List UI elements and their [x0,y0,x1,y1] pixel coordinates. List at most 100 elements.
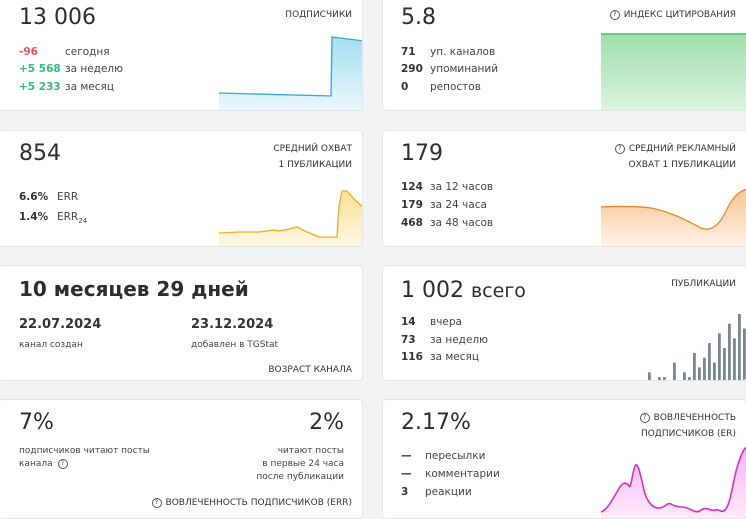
row-label: за неделю [430,334,488,346]
publication-bar [743,329,746,381]
reach-value: 854 [19,141,61,166]
publication-bar [738,314,741,381]
publication-bar [728,324,731,381]
subscribers-caption: ПОДПИСЧИКИ [285,7,352,23]
row-value: 1.4% [19,209,57,227]
publication-bar [673,363,676,381]
err-right-value: 2% [309,410,344,435]
er-row: —пересылки [401,448,485,466]
reach-caption-line: 1 ПУБЛИКАЦИИ [278,160,352,170]
row-label: за 24 часа [430,199,487,211]
ad-reach-sparkline [601,186,746,247]
info-icon[interactable]: ? [58,459,68,469]
publications-bar-chart [608,310,746,381]
reach-sparkline [219,181,363,247]
publication-bar [713,363,716,381]
age-value: 10 месяцев 29 дней [19,277,249,301]
reach-caption-line: СРЕДНИЙ ОХВАТ [273,144,352,154]
row-value: 290 [401,61,430,79]
row-value: +5 233 [19,79,65,97]
err-right-text-line: после публикации [256,472,344,482]
publications-value: 1 002 всего [401,278,526,303]
age-caption: ВОЗРАСТ КАНАЛА [268,362,352,378]
row-label: за 48 часов [430,217,493,229]
reach-row: 1.4%ERR24 [19,209,87,231]
row-label: уп. каналов [430,46,495,58]
citation-value: 5.8 [401,5,436,30]
publication-bar [663,377,666,381]
row-value: — [401,466,425,484]
publication-bar [693,353,696,381]
reach-caption: СРЕДНИЙ ОХВАТ 1 ПУБЛИКАЦИИ [273,141,352,173]
info-icon[interactable]: ? [152,498,162,508]
publication-bar [698,367,701,381]
ad-reach-value: 179 [401,141,443,166]
er-sparkline [601,444,746,519]
subscribers-value: 13 006 [19,5,96,30]
reach-row: 6.6%ERR [19,189,78,207]
err-left-value: 7% [19,410,54,435]
row-label: упоминаний [430,63,498,75]
created-label: канал создан [19,339,83,352]
row-label: пересылки [425,450,485,462]
row-value: +5 568 [19,61,65,79]
reach-card[interactable]: 854 СРЕДНИЙ ОХВАТ 1 ПУБЛИКАЦИИ 6.6%ERR 1.… [0,130,363,247]
info-icon[interactable]: ? [640,413,650,423]
row-value: — [401,448,425,466]
row-label: за 12 часов [430,181,493,193]
err-left-text-line: канала [19,459,53,469]
row-label: вчера [430,316,462,328]
row-value: 0 [401,79,430,97]
er-caption-line: ВОВЛЕЧЕННОСТЬ [654,413,736,423]
err-caption-text: ВОВЛЕЧЕННОСТЬ ПОДПИСЧИКОВ (ERR) [166,498,352,508]
row-value: 468 [401,215,430,233]
publication-bar [718,333,721,381]
age-card[interactable]: 10 месяцев 29 дней 22.07.2024 канал созд… [0,265,363,381]
info-icon[interactable]: ? [610,10,620,20]
er-row: —комментарии [401,466,500,484]
row-label: реакции [425,486,472,498]
row-value: 71 [401,44,430,62]
er-value: 2.17% [401,410,471,435]
publication-bar [703,358,706,381]
citation-caption: ?ИНДЕКС ЦИТИРОВАНИЯ [610,7,736,23]
publication-bar [683,372,686,381]
row-label-subscript: 24 [78,217,87,225]
subscribers-sparkline [219,35,363,111]
added-label: добавлен в TGStat [191,339,278,352]
info-icon[interactable]: ? [615,144,625,154]
err-caption: ? ВОВЛЕЧЕННОСТЬ ПОДПИСЧИКОВ (ERR) [152,495,352,511]
citation-sparkline [601,33,746,111]
err-left-text-line: подписчиков читают посты [19,446,150,456]
row-value: 6.6% [19,189,57,207]
row-label: ERR [57,211,78,223]
row-value: 179 [401,197,430,215]
err-card[interactable]: 7% подписчиков читают посты канала ? 2% ч… [0,399,363,519]
row-label: за месяц [430,351,479,363]
publication-bar [708,343,711,381]
row-value: -96 [19,44,65,62]
added-date: 23.12.2024 [191,317,273,332]
err-left-text: подписчиков читают посты канала ? [19,445,150,471]
err-right-text-line: читают посты [278,446,344,456]
row-value: 124 [401,179,430,197]
